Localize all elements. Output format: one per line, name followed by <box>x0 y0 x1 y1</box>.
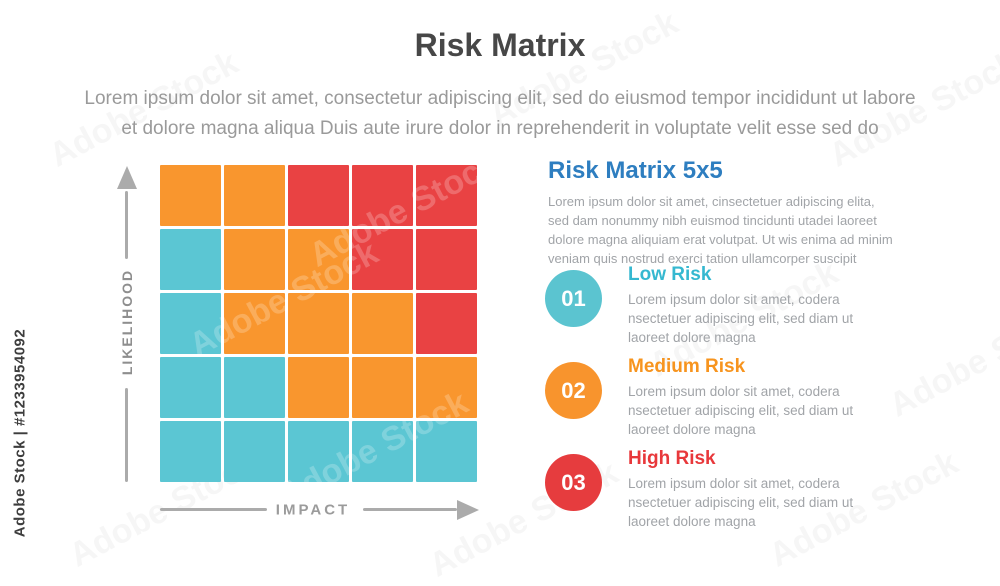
matrix-cell-red <box>352 165 413 226</box>
risk-item-body: Lorem ipsum dolor sit amet, codera nsect… <box>628 292 854 345</box>
matrix-cell-teal <box>160 357 221 418</box>
matrix-cell-orange <box>224 165 285 226</box>
y-axis-line-bottom <box>125 388 128 482</box>
risk-item-low: 01 Low Risk Lorem ipsum dolor sit amet, … <box>545 264 965 347</box>
matrix-cell-teal <box>160 293 221 354</box>
matrix-cell-orange <box>288 293 349 354</box>
risk-item-number-badge: 01 <box>545 270 602 327</box>
risk-item-number-badge: 02 <box>545 362 602 419</box>
y-axis-label: LIKELIHOOD <box>119 268 135 376</box>
risk-items-list: 01 Low Risk Lorem ipsum dolor sit amet, … <box>545 264 965 540</box>
matrix-cell-red <box>288 165 349 226</box>
risk-item-high: 03 High Risk Lorem ipsum dolor sit amet,… <box>545 448 965 531</box>
matrix-cell-orange <box>416 357 477 418</box>
risk-matrix-grid <box>160 165 477 482</box>
matrix-cell-teal <box>352 421 413 482</box>
matrix-cell-orange <box>352 293 413 354</box>
matrix-cell-orange <box>224 293 285 354</box>
risk-item-body: Lorem ipsum dolor sit amet, codera nsect… <box>628 476 854 529</box>
page-subtitle-line2: et dolore magna aliqua Duis aute irure d… <box>121 118 879 139</box>
matrix-cell-red <box>416 165 477 226</box>
matrix-cell-teal <box>416 421 477 482</box>
stock-watermark-side: Adobe Stock | #1233954092 <box>11 328 29 538</box>
x-axis-arrow-right-icon <box>457 500 479 520</box>
risk-item-title: Low Risk <box>628 264 712 285</box>
matrix-cell-teal <box>160 229 221 290</box>
matrix-cell-teal <box>224 421 285 482</box>
panel-description: Lorem ipsum dolor sit amet, cinsectetuer… <box>548 194 893 266</box>
x-axis-line-right <box>363 508 457 511</box>
matrix-cell-orange <box>352 357 413 418</box>
risk-item-text: Low Risk Lorem ipsum dolor sit amet, cod… <box>628 264 868 347</box>
matrix-cell-orange <box>224 229 285 290</box>
x-axis-label: IMPACT <box>275 501 351 519</box>
risk-item-number-badge: 03 <box>545 454 602 511</box>
risk-item-title: High Risk <box>628 448 716 469</box>
risk-item-body: Lorem ipsum dolor sit amet, codera nsect… <box>628 384 854 437</box>
risk-matrix-infographic: { "watermark": { "side_label": "Adobe St… <box>0 27 1000 540</box>
matrix-cell-orange <box>288 229 349 290</box>
y-axis-line-top <box>125 191 128 259</box>
risk-item-medium: 02 Medium Risk Lorem ipsum dolor sit ame… <box>545 356 965 439</box>
panel-heading: Risk Matrix 5x5 <box>548 157 723 184</box>
x-axis-line-left <box>160 508 267 511</box>
page-title: Risk Matrix <box>414 27 586 63</box>
matrix-cell-orange <box>288 357 349 418</box>
y-axis-arrow-up-icon <box>117 166 137 189</box>
matrix-cell-teal <box>224 357 285 418</box>
risk-item-text: High Risk Lorem ipsum dolor sit amet, co… <box>628 448 868 531</box>
matrix-cell-red <box>352 229 413 290</box>
matrix-cell-red <box>416 229 477 290</box>
matrix-cell-orange <box>160 165 221 226</box>
page-subtitle-line1: Lorem ipsum dolor sit amet, consectetur … <box>84 88 916 109</box>
page-subtitle: Lorem ipsum dolor sit amet, consectetur … <box>0 84 1000 144</box>
matrix-cell-teal <box>160 421 221 482</box>
risk-item-text: Medium Risk Lorem ipsum dolor sit amet, … <box>628 356 868 439</box>
risk-item-title: Medium Risk <box>628 356 746 377</box>
matrix-cell-teal <box>288 421 349 482</box>
matrix-cell-red <box>416 293 477 354</box>
